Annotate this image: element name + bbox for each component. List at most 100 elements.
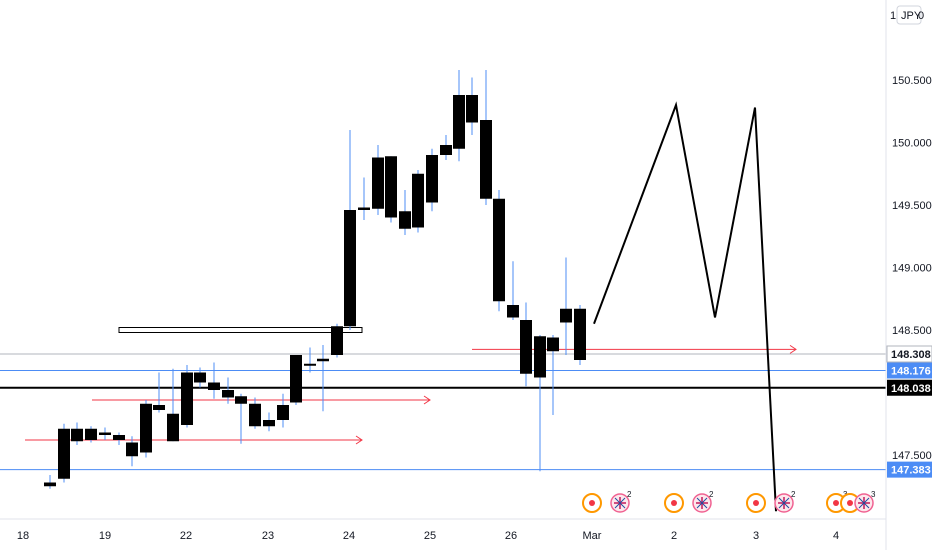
y-tick-label: 149.000 bbox=[892, 263, 932, 275]
candle bbox=[331, 323, 343, 358]
price-tag-label: 148.038 bbox=[891, 383, 931, 395]
candle-body bbox=[194, 372, 206, 383]
time-axis[interactable]: 18 19 22 23 24 25 26 Mar 2 3 4 bbox=[17, 530, 839, 542]
y-tick-label: 147.500 bbox=[892, 450, 932, 462]
candle-body bbox=[304, 363, 316, 366]
candle bbox=[208, 362, 220, 399]
event-count: 2 bbox=[627, 490, 632, 499]
event-count: 2 bbox=[791, 490, 796, 499]
event-center bbox=[589, 500, 595, 506]
candle-body bbox=[222, 390, 234, 398]
candle-body bbox=[560, 308, 572, 323]
candle bbox=[399, 190, 411, 235]
candle bbox=[140, 400, 152, 458]
candle bbox=[480, 70, 492, 205]
event-flag-icon[interactable]: 3 bbox=[854, 490, 876, 513]
event-flag-icon[interactable]: 2 bbox=[610, 490, 632, 513]
candle-body bbox=[399, 211, 411, 229]
candle bbox=[358, 177, 370, 220]
currency-button[interactable]: JPY bbox=[896, 5, 922, 25]
event-flag-icon[interactable]: 2 bbox=[692, 490, 714, 513]
price-tag: 148.038 bbox=[887, 379, 932, 396]
price-tag-bg bbox=[887, 362, 932, 379]
candle-body bbox=[263, 420, 275, 427]
y-tick-label: 149.500 bbox=[892, 200, 932, 212]
candle bbox=[71, 422, 83, 445]
y-tick-label: 150.500 bbox=[892, 75, 932, 87]
candle bbox=[58, 423, 70, 483]
candle bbox=[222, 377, 234, 404]
horizontal-lines bbox=[0, 353, 886, 471]
candle-body bbox=[140, 403, 152, 453]
candle-body bbox=[574, 308, 586, 360]
candle bbox=[263, 412, 275, 432]
candle-body bbox=[547, 337, 559, 352]
price-tag-label: 147.383 bbox=[891, 465, 931, 477]
candle-body bbox=[113, 435, 125, 440]
candle-body bbox=[58, 428, 70, 479]
x-tick-label: 23 bbox=[262, 530, 274, 542]
price-tag-bg bbox=[887, 461, 932, 478]
candle-body bbox=[493, 198, 505, 302]
candle bbox=[466, 77, 478, 135]
candle-body bbox=[412, 173, 424, 228]
candle-body bbox=[344, 210, 356, 327]
x-tick-label: 4 bbox=[833, 530, 839, 542]
candle bbox=[235, 393, 247, 444]
candle-body bbox=[249, 403, 261, 427]
candle bbox=[507, 261, 519, 320]
y-tick-label: 148.500 bbox=[892, 325, 932, 337]
flag-diag-2 bbox=[614, 497, 626, 509]
event-center bbox=[753, 500, 759, 506]
flag-diag-2 bbox=[858, 497, 870, 509]
ray-arrowhead bbox=[789, 344, 797, 354]
candle bbox=[453, 70, 465, 162]
ray-arrowhead bbox=[355, 435, 363, 445]
candle-body bbox=[181, 372, 193, 425]
candle-body bbox=[426, 155, 438, 203]
event-dot-icon[interactable] bbox=[746, 493, 766, 513]
event-flag-icon[interactable]: 2 bbox=[774, 490, 796, 513]
candle-body bbox=[99, 432, 111, 435]
candle-body bbox=[507, 305, 519, 318]
candle bbox=[412, 170, 424, 233]
header-right: 0 bbox=[918, 10, 924, 22]
event-center bbox=[847, 500, 853, 506]
candle-body bbox=[331, 326, 343, 355]
candle-body bbox=[480, 120, 492, 199]
x-tick-label: 22 bbox=[180, 530, 192, 542]
candle-body bbox=[277, 405, 289, 420]
price-tag-bg bbox=[887, 379, 932, 396]
candle bbox=[249, 397, 261, 429]
candle-body bbox=[317, 358, 329, 362]
candle-body bbox=[358, 207, 370, 210]
candle bbox=[385, 156, 397, 223]
candle bbox=[372, 145, 384, 215]
flag-diag-2 bbox=[778, 497, 790, 509]
candle-body bbox=[440, 145, 452, 155]
candle bbox=[547, 335, 559, 415]
x-tick-label: 26 bbox=[505, 530, 517, 542]
flag-diag-2 bbox=[696, 497, 708, 509]
price-tags: 148.308 148.176 148.038 147.383 bbox=[886, 345, 932, 478]
candle bbox=[534, 335, 546, 472]
candle bbox=[277, 393, 289, 428]
event-center bbox=[833, 500, 839, 506]
event-dot-icon[interactable] bbox=[664, 493, 684, 513]
event-dot-icon[interactable] bbox=[582, 493, 602, 513]
ray-arrowhead bbox=[423, 395, 431, 405]
candle bbox=[44, 475, 56, 489]
candle-body bbox=[85, 428, 97, 440]
header-left: 1 bbox=[890, 10, 896, 22]
candle bbox=[426, 148, 438, 212]
price-tag-label: 148.176 bbox=[891, 366, 931, 378]
candle bbox=[113, 432, 125, 445]
candle bbox=[344, 130, 356, 330]
candle-body bbox=[385, 156, 397, 218]
price-axis[interactable]: 150.500 150.000 149.500 149.000 148.500 147.5… bbox=[892, 75, 932, 462]
candle bbox=[560, 257, 572, 355]
x-tick-label: 3 bbox=[753, 530, 759, 542]
candle bbox=[126, 436, 138, 467]
candle bbox=[317, 345, 329, 412]
